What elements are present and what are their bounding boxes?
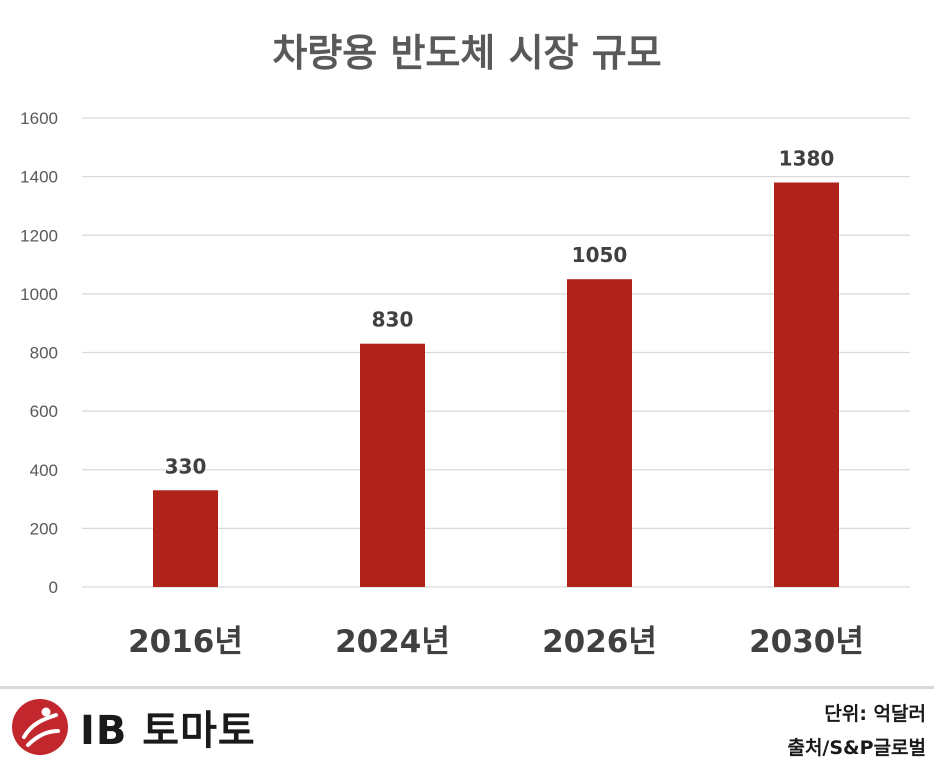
logo-text: IB 토마토 bbox=[80, 708, 256, 754]
chart-notes: 단위: 억달러 출처/S&P글로벌 bbox=[787, 697, 926, 765]
y-tick-label: 400 bbox=[30, 461, 58, 480]
unit-note: 단위: 억달러 bbox=[824, 703, 926, 725]
x-tick-label: 2016년 bbox=[128, 624, 243, 660]
y-tick-label: 200 bbox=[30, 519, 58, 538]
y-tick-label: 800 bbox=[30, 344, 58, 363]
bar-chart: 차량용 반도체 시장 규모 0 200 400 600 800 1000 1200 1400 1… bbox=[20, 31, 910, 660]
data-label: 330 bbox=[165, 454, 207, 478]
source-note: 출처/S&P글로벌 bbox=[787, 737, 926, 759]
bars bbox=[153, 182, 839, 588]
y-tick-label: 1000 bbox=[20, 285, 58, 304]
bar bbox=[360, 343, 425, 587]
y-tick-label: 0 bbox=[49, 578, 58, 597]
y-tick-label: 600 bbox=[30, 402, 58, 421]
x-tick-label: 2024년 bbox=[335, 624, 450, 660]
bar bbox=[153, 490, 218, 587]
footer: IB 토마토 단위: 억달러 출처/S&P글로벌 bbox=[0, 689, 934, 764]
footer-divider bbox=[0, 686, 934, 689]
x-axis-ticks: 2016년 2024년 2026년 2030년 bbox=[128, 624, 864, 660]
data-label: 1380 bbox=[779, 146, 835, 170]
bar bbox=[774, 182, 839, 588]
x-tick-label: 2026년 bbox=[542, 624, 657, 660]
y-tick-label: 1600 bbox=[20, 109, 58, 128]
x-tick-label: 2030년 bbox=[749, 624, 864, 660]
data-label: 830 bbox=[372, 308, 414, 332]
y-axis-ticks: 0 200 400 600 800 1000 1200 1400 1600 bbox=[20, 109, 58, 597]
gridlines bbox=[82, 117, 910, 588]
data-label: 1050 bbox=[572, 243, 628, 267]
data-labels: 330 830 1050 1380 bbox=[165, 146, 835, 478]
y-tick-label: 1400 bbox=[20, 168, 58, 187]
bar bbox=[567, 279, 632, 587]
chart-title: 차량용 반도체 시장 규모 bbox=[272, 31, 661, 75]
brand-logo: IB 토마토 bbox=[10, 695, 256, 759]
tomato-logo-icon bbox=[12, 699, 68, 755]
y-tick-label: 1200 bbox=[20, 226, 58, 245]
